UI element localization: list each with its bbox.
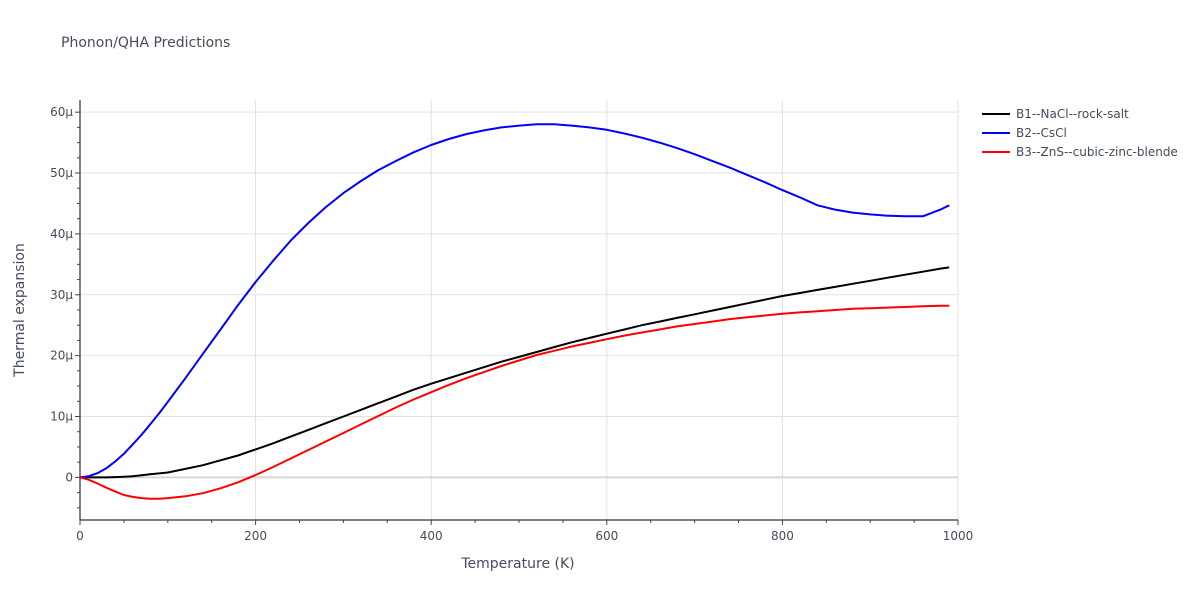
legend-item-3[interactable]: B3--ZnS--cubic-zinc-blende [982,145,1178,159]
legend-label: B2--CsCl [1016,126,1067,140]
x-tick-label: 1000 [943,529,974,543]
legend-label: B3--ZnS--cubic-zinc-blende [1016,145,1178,159]
legend[interactable]: B1--NaCl--rock-salt B2--CsCl B3--ZnS--cubi… [982,107,1178,159]
x-tick-label: 200 [244,529,267,543]
grid-layer [80,100,959,520]
y-tick-label: 30μ [50,288,73,302]
y-tick-label: 40μ [50,227,73,241]
legend-label: B1--NaCl--rock-salt [1016,107,1129,121]
axes-layer: 0 200 400 600 800 1000 0 10μ 20μ 30μ 40μ 50μ 60μ [50,100,973,543]
y-tick-label: 0 [65,470,73,484]
series-line-3 [79,304,950,500]
y-tick-label: 20μ [50,349,73,363]
x-tick-label: 800 [771,529,794,543]
x-tick-label: 400 [420,529,443,543]
chart-title: Phonon/QHA Predictions [61,35,231,51]
y-tick-label: 10μ [50,410,73,424]
x-tick-label: 0 [76,529,84,543]
x-tick-label: 600 [595,529,618,543]
series-layer [79,123,950,500]
legend-item-2[interactable]: B2--CsCl [982,126,1067,140]
legend-item-1[interactable]: B1--NaCl--rock-salt [982,107,1129,121]
y-tick-label: 60μ [50,105,73,119]
y-axis-label: Thermal expansion [12,243,28,378]
x-axis-label: Temperature (K) [460,556,574,572]
y-tick-label: 50μ [50,166,73,180]
series-line-2 [79,123,950,479]
series-line-1 [80,266,950,479]
